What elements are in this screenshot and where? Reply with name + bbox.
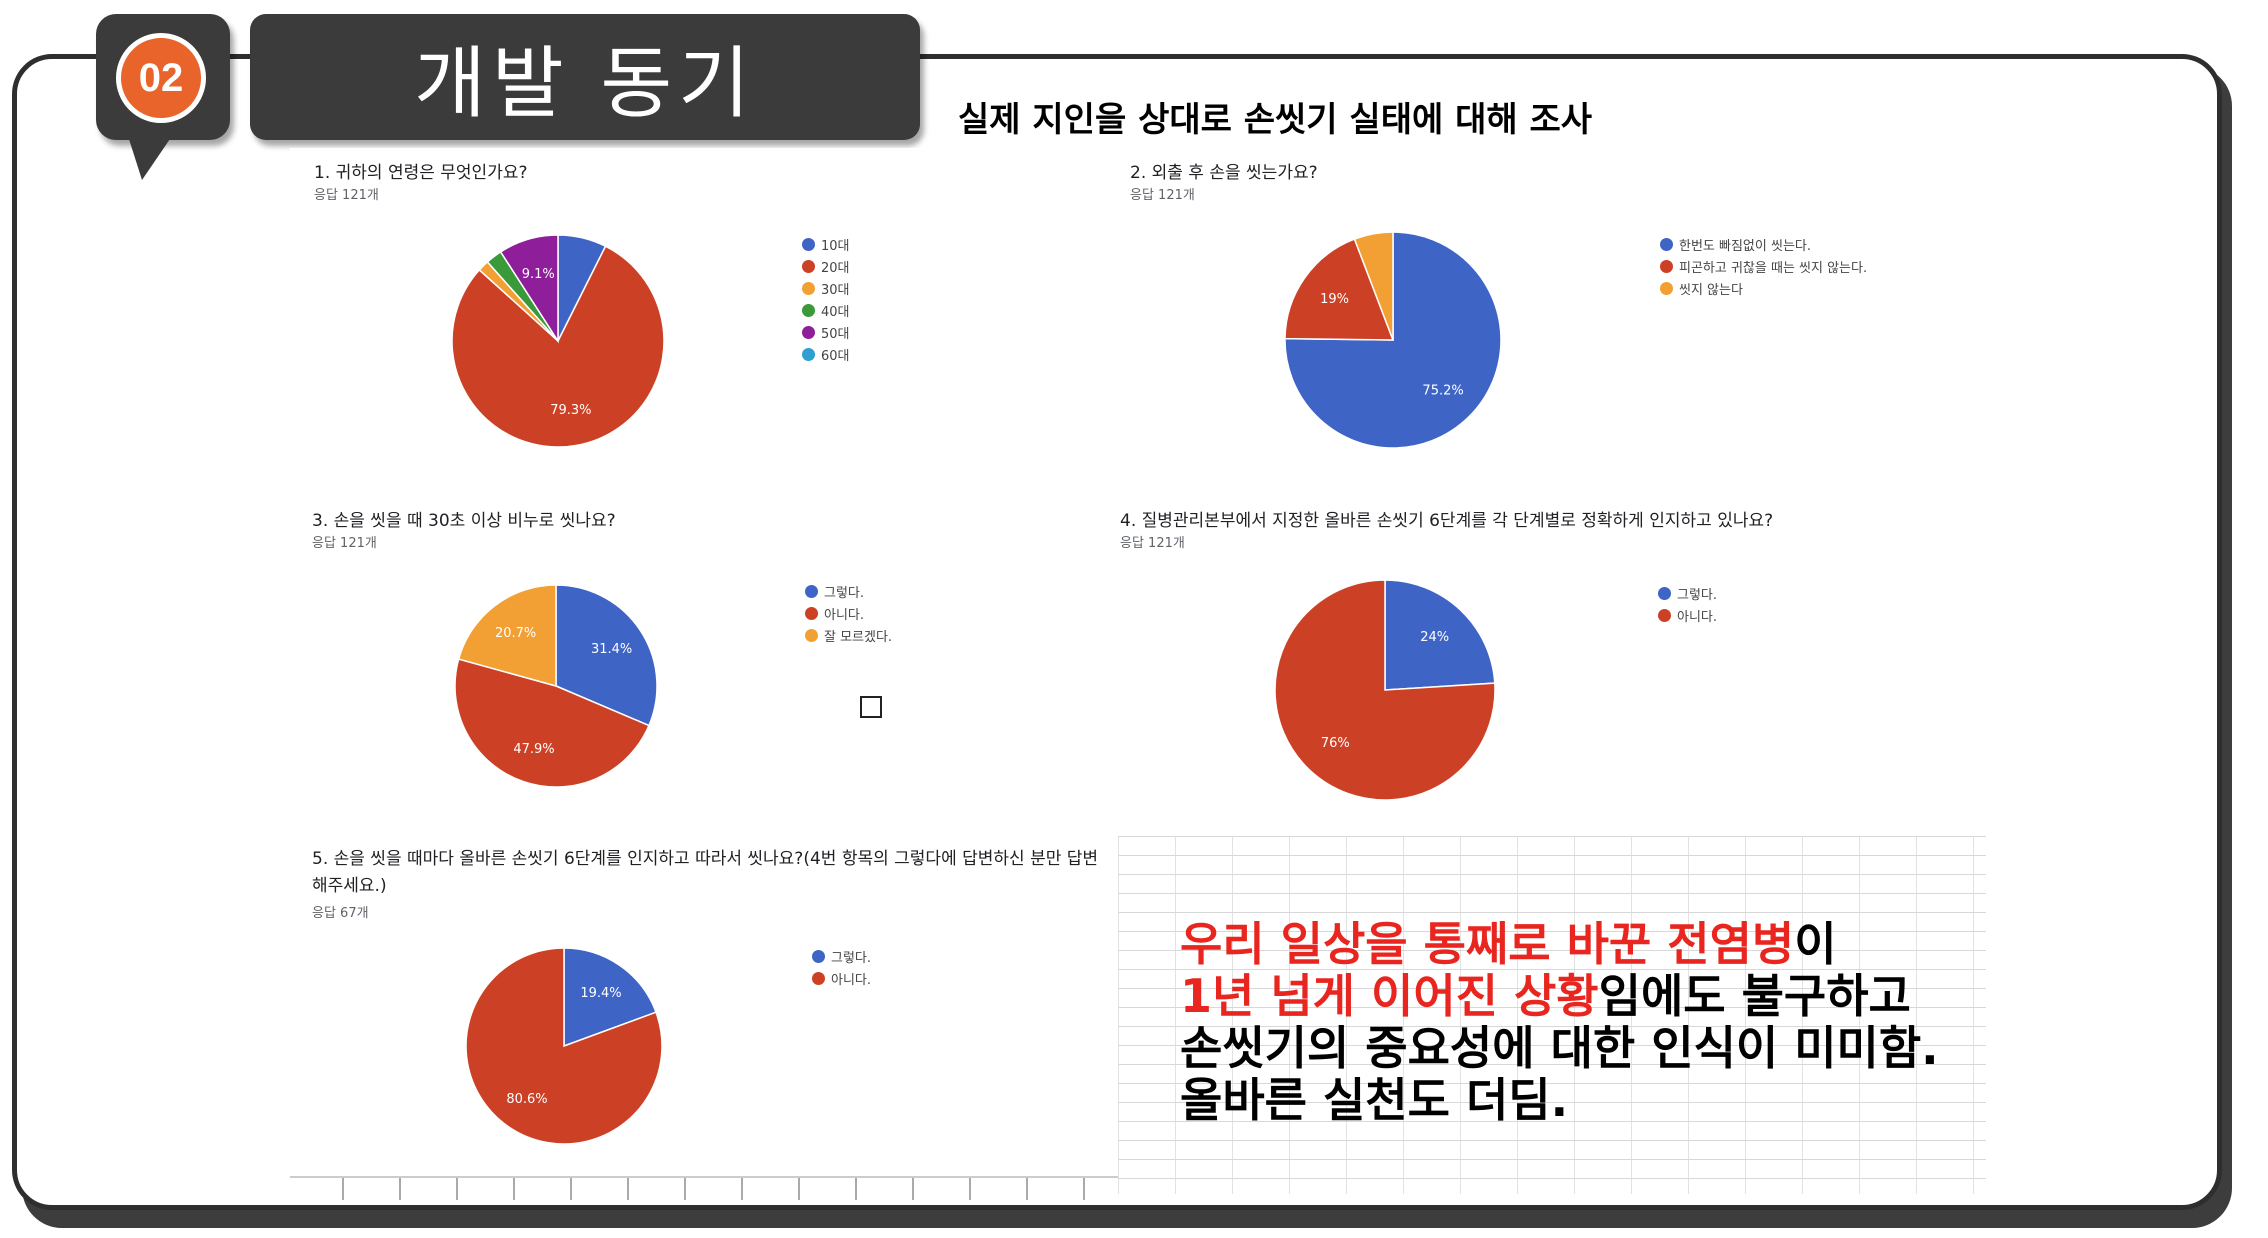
legend-label: 20대 [821, 260, 850, 276]
legend-label: 씻지 않는다 [1679, 282, 1743, 298]
chart-count-5: 응답 67개 [312, 906, 369, 921]
legend-swatch [802, 303, 815, 317]
callout-line-1: 우리 일상을 통째로 바꾼 전염병이 [1180, 918, 1939, 970]
chart-title-4: 4. 질병관리본부에서 지정한 올바른 손씻기 6단계를 각 단계별로 정확하게… [1120, 511, 1774, 531]
slide-number: 02 [116, 33, 206, 123]
legend-item-3-1: 그렇다. [805, 580, 892, 602]
chart-title-2: 2. 외출 후 손을 씻는가요? [1130, 163, 1318, 183]
legend-swatch [1660, 237, 1673, 251]
legend-label: 30대 [821, 282, 850, 298]
slide-title: 개발 동기 [250, 14, 920, 140]
callout-segment: 이 [1794, 917, 1837, 971]
legend-label: 아니다. [1677, 609, 1718, 625]
ruler-ticks [290, 1176, 1118, 1200]
chart-title-5: 5. 손을 씻을 때마다 올바른 손씻기 6단계를 인지하고 따라서 씻나요?(… [312, 849, 1099, 896]
legend-item-3-3: 잘 모르겠다. [805, 624, 892, 646]
slide-subtitle: 실제 지인을 상대로 손씻기 실태에 대해 조사 [958, 100, 1593, 140]
legend-swatch [802, 325, 815, 339]
legend-item-1-2: 20대 [802, 255, 850, 277]
legend-item-2-2: 피곤하고 귀찮을 때는 씻지 않는다. [1660, 255, 1867, 277]
callout-text: 우리 일상을 통째로 바꾼 전염병이 1년 넘게 이어진 상황임에도 불구하고 손씻… [1180, 918, 1939, 1126]
legend-swatch [805, 606, 818, 620]
legend-label: 잘 모르겠다. [824, 629, 893, 645]
chart-legend-2: 한번도 빠짐없이 씻는다. 피곤하고 귀찮을 때는 씻지 않는다. 씻지 않는다 [1660, 233, 1867, 299]
chart-title-1: 1. 귀하의 연령은 무엇인가요? [314, 163, 528, 183]
callout-segment: 손씻기의 중요성에 대한 인식이 미미함. [1180, 1021, 1939, 1075]
legend-swatch [1658, 608, 1671, 622]
legend-swatch [812, 949, 825, 963]
legend-swatch [802, 281, 815, 295]
legend-item-1-5: 50대 [802, 321, 850, 343]
callout-line-2: 1년 넘게 이어진 상황임에도 불구하고 [1180, 970, 1939, 1022]
legend-item-1-1: 10대 [802, 233, 850, 255]
legend-item-5-1: 그렇다. [812, 945, 871, 967]
legend-label: 아니다. [824, 607, 865, 623]
chart-title-3: 3. 손을 씻을 때 30초 이상 비누로 씻나요? [312, 511, 616, 531]
legend-item-1-4: 40대 [802, 299, 850, 321]
checkbox-square [860, 696, 882, 718]
chart-count-2: 응답 121개 [1130, 188, 1195, 203]
legend-item-4-1: 그렇다. [1658, 582, 1717, 604]
callout-segment: 우리 일상을 통째로 바꾼 전염병 [1180, 917, 1795, 971]
callout-line-4: 올바른 실천도 더딤. [1180, 1074, 1939, 1126]
chart-count-3: 응답 121개 [312, 536, 377, 551]
legend-swatch [1658, 586, 1671, 600]
legend-swatch [802, 347, 815, 361]
legend-label: 그렇다. [824, 585, 865, 601]
legend-label: 아니다. [831, 972, 872, 988]
legend-label: 피곤하고 귀찮을 때는 씻지 않는다. [1679, 260, 1868, 276]
slide-number-badge-tail [128, 136, 172, 180]
legend-swatch [1660, 259, 1673, 273]
chart-panel-1 [290, 148, 1090, 468]
chart-legend-1: 10대 20대 30대 40대 50대 60대 [802, 233, 850, 365]
chart-legend-3: 그렇다. 아니다. 잘 모르겠다. [805, 580, 892, 646]
legend-swatch [805, 584, 818, 598]
legend-item-2-3: 씻지 않는다 [1660, 277, 1867, 299]
legend-swatch [812, 971, 825, 985]
legend-swatch [802, 259, 815, 273]
legend-label: 60대 [821, 348, 850, 364]
chart-count-4: 응답 121개 [1120, 536, 1185, 551]
legend-swatch [802, 237, 815, 251]
legend-item-4-2: 아니다. [1658, 604, 1717, 626]
legend-label: 50대 [821, 326, 850, 342]
callout-segment: 임에도 불구하고 [1598, 969, 1911, 1023]
chart-legend-5: 그렇다. 아니다. [812, 945, 871, 989]
legend-label: 40대 [821, 304, 850, 320]
legend-swatch [1660, 281, 1673, 295]
spreadsheet-grid-background [1118, 836, 1986, 1194]
legend-item-5-2: 아니다. [812, 967, 871, 989]
callout-segment: 1년 넘게 이어진 상황 [1180, 969, 1599, 1023]
legend-label: 그렇다. [831, 950, 872, 966]
callout-line-3: 손씻기의 중요성에 대한 인식이 미미함. [1180, 1022, 1939, 1074]
callout-segment: 올바른 실천도 더딤. [1180, 1073, 1569, 1127]
legend-label: 10대 [821, 238, 850, 254]
chart-legend-4: 그렇다. 아니다. [1658, 582, 1717, 626]
legend-label: 한번도 빠짐없이 씻는다. [1679, 238, 1811, 254]
legend-item-1-6: 60대 [802, 343, 850, 365]
legend-item-2-1: 한번도 빠짐없이 씻는다. [1660, 233, 1867, 255]
legend-swatch [805, 628, 818, 642]
legend-item-3-2: 아니다. [805, 602, 892, 624]
legend-label: 그렇다. [1677, 587, 1718, 603]
chart-count-1: 응답 121개 [314, 188, 379, 203]
legend-item-1-3: 30대 [802, 277, 850, 299]
